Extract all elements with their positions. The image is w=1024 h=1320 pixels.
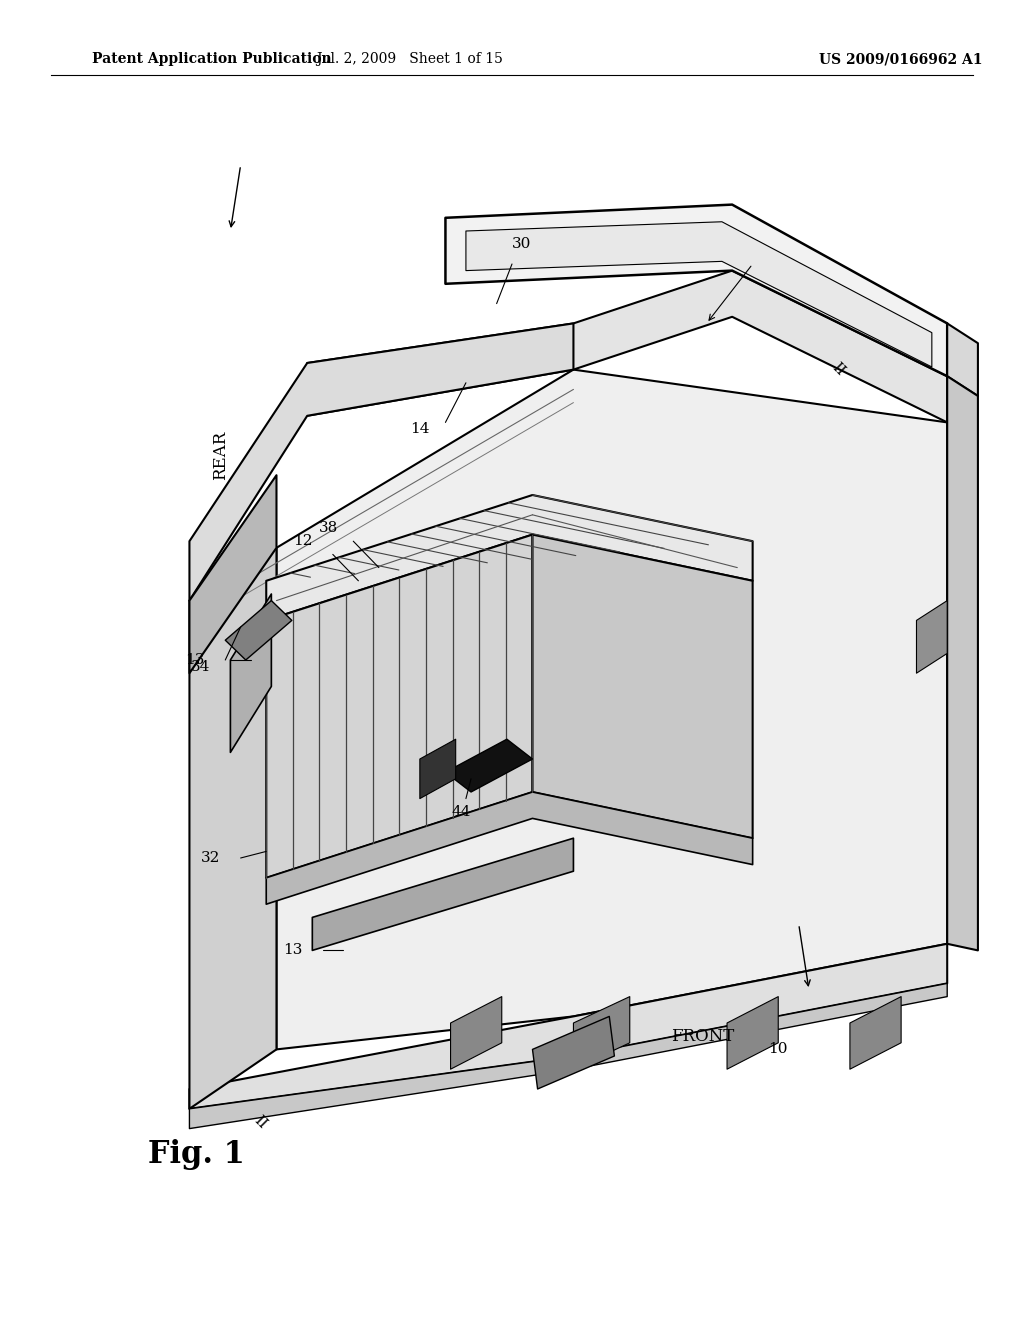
Text: 38: 38 [318, 521, 338, 535]
Polygon shape [532, 535, 753, 838]
Polygon shape [445, 205, 947, 376]
Polygon shape [445, 739, 532, 792]
Polygon shape [266, 495, 753, 620]
Polygon shape [189, 944, 947, 1109]
Polygon shape [230, 594, 271, 752]
Polygon shape [451, 997, 502, 1069]
Polygon shape [573, 997, 630, 1069]
Text: REAR: REAR [212, 430, 228, 480]
Text: 30: 30 [512, 238, 531, 251]
Polygon shape [947, 323, 978, 396]
Polygon shape [189, 475, 276, 673]
Polygon shape [312, 838, 573, 950]
Polygon shape [266, 792, 753, 904]
Text: 14: 14 [411, 422, 430, 436]
Text: Patent Application Publication: Patent Application Publication [92, 53, 332, 66]
Text: FRONT: FRONT [671, 1028, 734, 1044]
Polygon shape [947, 376, 978, 950]
Text: II: II [829, 360, 848, 379]
Polygon shape [225, 601, 292, 660]
Polygon shape [466, 222, 932, 367]
Polygon shape [307, 271, 947, 422]
Text: 44: 44 [451, 805, 471, 818]
Polygon shape [189, 548, 276, 1109]
Text: 13: 13 [185, 653, 205, 667]
Text: Fig. 1: Fig. 1 [148, 1139, 245, 1171]
Text: US 2009/0166962 A1: US 2009/0166962 A1 [819, 53, 983, 66]
Text: 12: 12 [293, 535, 312, 548]
Polygon shape [532, 1016, 614, 1089]
Polygon shape [916, 601, 947, 673]
Polygon shape [850, 997, 901, 1069]
Polygon shape [266, 535, 532, 878]
Text: 10: 10 [768, 1043, 787, 1056]
Text: 13: 13 [283, 944, 302, 957]
Text: 32: 32 [201, 851, 220, 865]
Text: II: II [251, 1113, 269, 1131]
Polygon shape [189, 983, 947, 1129]
Text: 34: 34 [190, 660, 210, 673]
Polygon shape [189, 323, 573, 601]
Polygon shape [276, 370, 947, 1049]
Text: Jul. 2, 2009   Sheet 1 of 15: Jul. 2, 2009 Sheet 1 of 15 [316, 53, 503, 66]
Polygon shape [420, 739, 456, 799]
Polygon shape [727, 997, 778, 1069]
